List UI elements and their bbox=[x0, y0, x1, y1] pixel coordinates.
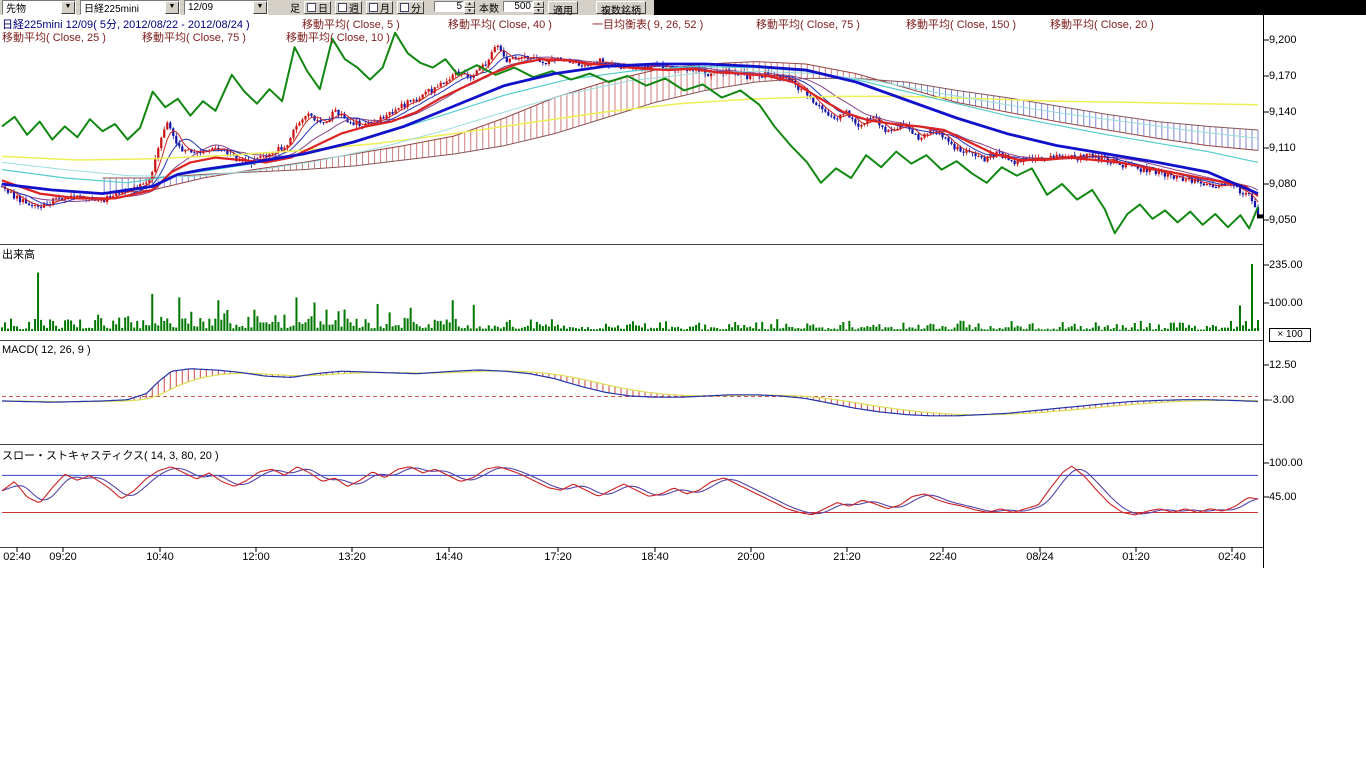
time-axis-label: 09:20 bbox=[41, 551, 85, 563]
price-axis-label: 9,050 bbox=[1269, 214, 1297, 226]
symbol-value: 日経225mini bbox=[81, 0, 165, 15]
macd-axis-label: 12.50 bbox=[1269, 359, 1297, 371]
calendar-day-icon bbox=[307, 3, 316, 12]
legend-item: 移動平均( Close, 25 ) bbox=[2, 29, 106, 45]
time-axis-label: 22:40 bbox=[921, 551, 965, 563]
time-axis-label: 21:20 bbox=[825, 551, 869, 563]
volume-pane-title: 出来高 bbox=[2, 246, 35, 262]
calendar-week-icon bbox=[338, 3, 347, 12]
chevron-down-icon[interactable]: ▼ bbox=[253, 1, 267, 14]
apply-button[interactable]: 適用 bbox=[548, 1, 578, 14]
price-axis-label: 9,170 bbox=[1269, 70, 1297, 82]
symbol-select[interactable]: 日経225mini ▼ bbox=[80, 0, 180, 15]
chart-svg[interactable] bbox=[0, 0, 1366, 575]
spinner-down-icon[interactable]: ▼ bbox=[464, 8, 475, 15]
calendar-month-icon bbox=[369, 3, 378, 12]
legend-row-1: 日経225mini 12/09( 5分, 2012/08/22 - 2012/0… bbox=[0, 16, 1262, 28]
stoch-axis-label: 100.00 bbox=[1269, 457, 1303, 469]
time-axis-label: 14:40 bbox=[427, 551, 471, 563]
stoch-axis-label: 45.00 bbox=[1269, 491, 1297, 503]
time-axis-label: 12:00 bbox=[234, 551, 278, 563]
chart-application-window: 先物 ▼ 日経225mini ▼ 12/09 ▼ 足 日 週 月 分 ▲▼ 本数 bbox=[0, 0, 1366, 768]
clock-icon bbox=[400, 3, 409, 12]
chevron-down-icon[interactable]: ▼ bbox=[165, 1, 179, 14]
time-axis-label: 01:20 bbox=[1114, 551, 1158, 563]
volume-axis-label: 235.00 bbox=[1269, 259, 1303, 271]
toolbar-controls: 先物 ▼ 日経225mini ▼ 12/09 ▼ 足 日 週 月 分 ▲▼ 本数 bbox=[0, 0, 654, 15]
legend-item: 移動平均( Close, 75 ) bbox=[142, 29, 246, 45]
volume-axis-label: 100.00 bbox=[1269, 297, 1303, 309]
macd-pane-title: MACD( 12, 26, 9 ) bbox=[2, 344, 91, 356]
time-axis-label: 02:40 bbox=[0, 551, 39, 563]
spinner-down-icon[interactable]: ▼ bbox=[533, 8, 544, 15]
multi-symbol-button[interactable]: 複数銘柄 bbox=[596, 1, 646, 14]
period-day-button[interactable]: 日 bbox=[304, 1, 331, 14]
volume-unit-badge: × 100 bbox=[1269, 328, 1311, 342]
period-month-button[interactable]: 月 bbox=[366, 1, 393, 14]
contract-select[interactable]: 12/09 ▼ bbox=[184, 0, 268, 15]
toolbar: 先物 ▼ 日経225mini ▼ 12/09 ▼ 足 日 週 月 分 ▲▼ 本数 bbox=[0, 0, 1366, 15]
price-axis-label: 9,080 bbox=[1269, 178, 1297, 190]
time-axis-label: 20:00 bbox=[729, 551, 773, 563]
minutes-stepper: ▲▼ bbox=[434, 1, 475, 14]
price-axis-label: 9,200 bbox=[1269, 34, 1297, 46]
time-axis-label: 08/24 bbox=[1018, 551, 1062, 563]
period-week-button[interactable]: 週 bbox=[335, 1, 362, 14]
contract-value: 12/09 bbox=[185, 2, 253, 13]
price-axis-label: 9,140 bbox=[1269, 106, 1297, 118]
minutes-input[interactable] bbox=[434, 1, 464, 12]
instrument-type-select[interactable]: 先物 ▼ bbox=[2, 0, 76, 15]
bars-count-label: 本数 bbox=[479, 0, 499, 15]
time-axis-label: 17:20 bbox=[536, 551, 580, 563]
period-minute-button[interactable]: 分 bbox=[397, 1, 424, 14]
bars-count-input[interactable] bbox=[503, 1, 533, 12]
stoch-pane-title: スロー・ストキャスティクス( 14, 3, 80, 20 ) bbox=[2, 447, 219, 463]
legend-row-2: 移動平均( Close, 25 )移動平均( Close, 75 )移動平均( … bbox=[0, 29, 1262, 41]
bars-stepper: ▲▼ bbox=[503, 1, 544, 14]
time-axis-label: 02:40 bbox=[1210, 551, 1254, 563]
time-axis-label: 13:20 bbox=[330, 551, 374, 563]
instrument-type-value: 先物 bbox=[3, 0, 61, 15]
time-axis-label: 18:40 bbox=[633, 551, 677, 563]
macd-axis-label: -3.00 bbox=[1269, 394, 1294, 406]
price-axis-label: 9,110 bbox=[1269, 142, 1296, 154]
time-axis-label: 10:40 bbox=[138, 551, 182, 563]
chevron-down-icon[interactable]: ▼ bbox=[61, 1, 75, 14]
bar-type-label: 足 bbox=[290, 0, 300, 15]
legend-item: 移動平均( Close, 10 ) bbox=[286, 29, 390, 45]
